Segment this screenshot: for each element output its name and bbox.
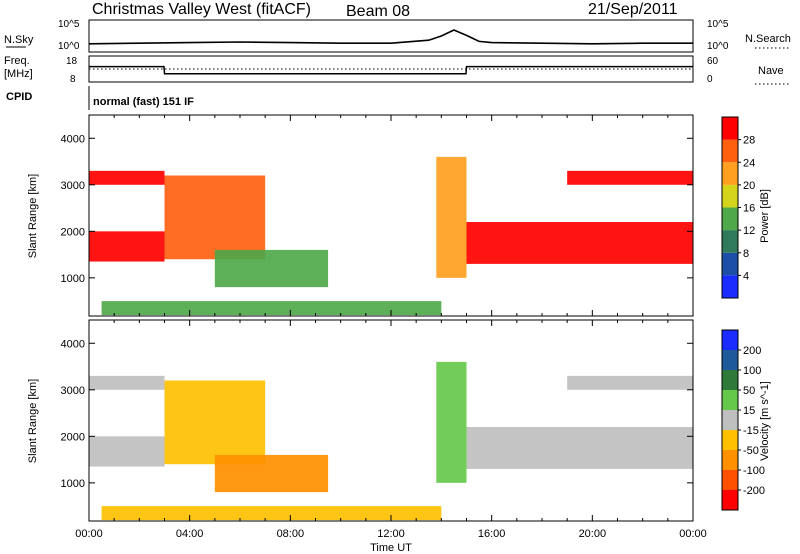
time-axis-title: Time UT — [370, 542, 412, 554]
frequency-panel — [89, 65, 693, 75]
colorbar-tick-label: 200 — [743, 345, 761, 357]
colorbar-tick-label: -100 — [743, 465, 765, 477]
scatter-region — [89, 375, 165, 390]
scatter-region — [466, 222, 693, 264]
noise-left-tick-bottom: 10^0 — [58, 41, 80, 52]
colorbar-segment — [722, 370, 738, 390]
date-label: 21/Sep/2011 — [588, 1, 678, 18]
colorbar-segment — [722, 470, 738, 490]
velocity-panel: 1000 2000 3000 4000 — [61, 319, 694, 522]
noise-panel-frame — [88, 19, 694, 53]
colorbar-segment — [722, 139, 738, 163]
velocity-y-axis-title: Slant Range [km] — [27, 379, 39, 463]
nsky-label: N.Sky — [4, 34, 34, 46]
x-tick-label: 16:00 — [478, 528, 506, 540]
x-tick-label: 12:00 — [377, 528, 405, 540]
x-tick-label: 08:00 — [277, 528, 305, 540]
x-tick-label: 00:00 — [679, 528, 707, 540]
colorbar-segment — [722, 330, 738, 350]
colorbar-segment — [722, 230, 738, 253]
colorbar-tick-label: 20 — [743, 180, 755, 192]
scatter-region — [164, 175, 266, 260]
colorbar-tick-label: 16 — [743, 203, 755, 215]
scatter-region — [567, 375, 693, 390]
noise-left-tick-top: 10^5 — [58, 19, 80, 30]
x-tick-label: 00:00 — [75, 528, 103, 540]
colorbar-segment — [722, 252, 738, 276]
colorbar-tick-label: 4 — [743, 270, 749, 282]
nsearch-label: N.Search — [745, 33, 791, 45]
freq-right-tick-top: 60 — [707, 56, 719, 67]
colorbar-segment — [722, 117, 738, 140]
y-tick-label: 1000 — [61, 478, 85, 490]
scatter-region — [436, 156, 467, 278]
freq-unit-label: [MHz] — [4, 68, 33, 80]
colorbar-frame — [721, 329, 739, 511]
scatter-region — [164, 380, 266, 465]
y-tick-label: 4000 — [61, 133, 85, 145]
freq-left-tick-bottom: 8 — [70, 74, 76, 85]
freq-label: Freq. — [4, 55, 30, 67]
noise-panel — [88, 29, 693, 45]
scatter-region — [567, 170, 693, 185]
scatter-region — [89, 231, 165, 262]
velocity-colorbar-title: Velocity [m s^-1] — [759, 381, 771, 461]
scatter-region — [214, 249, 329, 288]
scatter-region — [466, 427, 693, 469]
colorbar-tick-label: 15 — [743, 405, 755, 417]
colorbar-segment — [722, 350, 738, 370]
colorbar-segment — [722, 207, 738, 231]
scatter-region — [101, 301, 442, 316]
colorbar-segment — [722, 390, 738, 410]
colorbar-segment — [722, 162, 738, 185]
power-colorbar: 4 8 12 16 20 24 28 — [721, 116, 755, 299]
nave-label: Nave — [758, 65, 784, 77]
y-tick-label: 2000 — [61, 226, 85, 238]
y-tick-label: 2000 — [61, 431, 85, 443]
freq-right-tick-bottom: 0 — [707, 74, 713, 85]
freq-left-tick-top: 18 — [66, 56, 78, 67]
noise-right-tick-top: 10^5 — [707, 19, 729, 30]
scatter-region — [436, 361, 467, 483]
colorbar-segment — [722, 410, 738, 430]
y-tick-label: 4000 — [61, 338, 85, 350]
colorbar-segment — [722, 450, 738, 470]
colorbar-segment — [722, 184, 738, 208]
scatter-region — [101, 506, 442, 521]
y-tick-label: 3000 — [61, 180, 85, 192]
colorbar-tick-label: 24 — [743, 157, 755, 169]
colorbar-tick-label: 12 — [743, 225, 755, 237]
noise-right-tick-bottom: 10^0 — [707, 41, 729, 52]
power-colorbar-title: Power [dB] — [759, 189, 771, 243]
frequency-series-line — [89, 65, 693, 75]
colorbar-segment — [722, 430, 738, 450]
power-y-axis-title: Slant Range [km] — [27, 174, 39, 258]
colorbar-segment — [722, 490, 738, 510]
noise-series-line — [88, 29, 693, 45]
velocity-colorbar: 200 100 50 15 -15 -50 -100 -200 — [721, 329, 765, 511]
cpid-text: normal (fast) 151 IF — [93, 96, 194, 108]
colorbar-tick-label: -15 — [743, 425, 759, 437]
colorbar-segment — [722, 275, 738, 298]
colorbar-tick-label: 50 — [743, 385, 755, 397]
time-axis-labels: 00:00 04:00 08:00 12:00 16:00 20:00 00:00 — [75, 528, 707, 540]
scatter-region — [89, 436, 165, 467]
colorbar-tick-label: 28 — [743, 135, 755, 147]
x-tick-label: 04:00 — [176, 528, 204, 540]
y-tick-label: 3000 — [61, 385, 85, 397]
cpid-label: CPID — [6, 91, 32, 103]
colorbar-tick-label: -200 — [743, 485, 765, 497]
station-title: Christmas Valley West (fitACF) — [92, 1, 311, 18]
colorbar-tick-label: 100 — [743, 365, 761, 377]
x-tick-label: 20:00 — [579, 528, 607, 540]
y-tick-label: 1000 — [61, 273, 85, 285]
colorbar-tick-label: 8 — [743, 248, 749, 260]
colorbar-tick-label: -50 — [743, 445, 759, 457]
scatter-region — [214, 454, 329, 493]
beam-label: Beam 08 — [346, 3, 410, 20]
power-panel: 1000 2000 3000 4000 — [61, 114, 694, 317]
scatter-region — [89, 170, 165, 185]
